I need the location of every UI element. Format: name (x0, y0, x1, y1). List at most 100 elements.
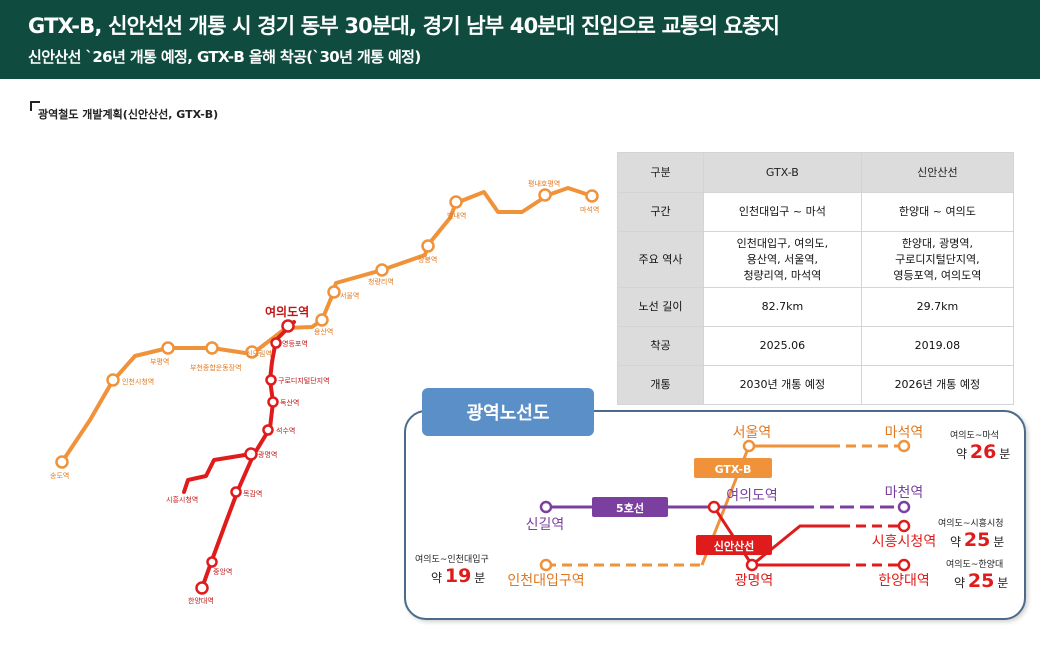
station-marker (206, 556, 218, 568)
station-label-yongsan: 용산역 (314, 327, 333, 336)
table-header-cell: 구분 (617, 152, 704, 193)
table-cell: 인천대입구, 여의도, 용산역, 서울역, 청량리역, 마석역 (703, 231, 862, 288)
table-cell: 한양대 ~ 여의도 (860, 192, 1015, 232)
table-cell: 2025.06 (703, 326, 862, 366)
station-label-sindorim: 신도림역 (246, 349, 272, 358)
station-label-bupyeong: 부평역 (150, 357, 169, 366)
station-marker (244, 447, 258, 461)
travel-route: 여의도~인천대입구 (415, 555, 489, 565)
line-diagram-title: 광역노선도 (422, 388, 594, 436)
station-label-byeollae: 별내역 (447, 211, 466, 220)
travel-time-incheon-univ: 여의도~인천대입구 약 19 분 (415, 552, 489, 587)
station-label-jungang: 중앙역 (213, 567, 232, 576)
station-marker (106, 373, 120, 387)
station-label-mokgam: 목감역 (243, 489, 262, 498)
station-marker (270, 337, 282, 349)
travel-minutes: 19 (444, 565, 472, 587)
gtx-stations (55, 188, 599, 469)
station-marker (421, 239, 435, 253)
map-highlight-yeouido: 여의도역 (265, 304, 309, 319)
table-cell: 인천대입구 ~ 마석 (703, 192, 862, 232)
travel-minutes: 26 (969, 441, 997, 463)
station-label-seoksu: 석수역 (276, 426, 295, 435)
plan-table-wrapper: 구분 GTX-B 신안산선 구간 인천대입구 ~ 마석 한양대 ~ 여의도 주요… (617, 152, 1015, 405)
table-cell: 82.7km (703, 287, 862, 327)
station-marker (230, 486, 242, 498)
station-marker (281, 319, 295, 333)
station-label-siheung: 시흥시청역 (166, 495, 198, 504)
station-marker (449, 195, 463, 209)
station-label-gwangmyeong: 광명역 (258, 450, 277, 459)
station-label-maseok: 마석역 (580, 205, 599, 214)
travel-route: 여의도~한양대 (946, 560, 1004, 570)
station-label-cheongnyangni: 청량리역 (368, 277, 394, 286)
route-map: 송도역 인천시청역 부평역 부천종합운동장역 신도림역 용산역 서울역 청량리역… (50, 179, 599, 605)
table-cell: 2030년 개통 예정 (703, 365, 862, 405)
section-corner-mark (30, 101, 40, 111)
gtx-b-route-line (60, 186, 594, 464)
station-marker (538, 188, 552, 202)
station-label-yeongdeungpo: 영등포역 (282, 339, 308, 348)
travel-unit: 분 (999, 447, 1011, 461)
table-row: 주요 역사 인천대입구, 여의도, 용산역, 서울역, 청량리역, 마석역 한양대,… (617, 231, 1015, 288)
station-marker (195, 581, 209, 595)
table-row-label: 주요 역사 (617, 231, 704, 288)
page-title: GTX-B, 신안선선 개통 시 경기 동부 30분대, 경기 남부 40분대 … (28, 14, 780, 38)
station-marker (265, 374, 277, 386)
station-marker (161, 341, 175, 355)
station-label-songdo: 송도역 (50, 471, 69, 480)
station-label-seoul: 서울역 (340, 291, 359, 300)
table-row: 개통 2030년 개통 예정 2026년 개통 예정 (617, 365, 1015, 405)
station-marker (267, 396, 279, 408)
shinansan-siheung-branch (182, 452, 253, 494)
station-label-bucheon: 부천종합운동장역 (190, 363, 242, 372)
table-cell: 2026년 개통 예정 (860, 365, 1015, 405)
station-label-pyeongnae: 평내호평역 (528, 179, 560, 188)
station-marker (315, 313, 329, 327)
header-banner: GTX-B, 신안선선 개통 시 경기 동부 30분대, 경기 남부 40분대 … (0, 0, 1040, 79)
travel-approx: 약 (431, 571, 443, 585)
travel-route: 여의도~시흥시청 (938, 519, 1004, 529)
table-cell: 한양대, 광명역, 구로디지털단지역, 영등포역, 여의도역 (860, 231, 1015, 288)
travel-time-siheung: 여의도~시흥시청 약 25 분 (938, 516, 1004, 551)
travel-time-hanyang: 여의도~한양대 약 25 분 (946, 557, 1008, 592)
table-row-label: 개통 (617, 365, 704, 405)
station-marker (585, 189, 599, 203)
travel-minutes: 25 (963, 529, 991, 551)
station-label-hanyang: 한양대역 (188, 596, 214, 605)
travel-approx: 약 (956, 447, 968, 461)
table-cell: 2019.08 (860, 326, 1015, 366)
travel-approx: 약 (950, 535, 962, 549)
station-marker (262, 424, 274, 436)
section-label: 광역철도 개발계획(신안산선, GTX-B) (38, 108, 219, 121)
table-header-row: 구분 GTX-B 신안산선 (617, 152, 1015, 193)
station-label-incheon-cityhall: 인천시청역 (122, 377, 154, 386)
station-marker (245, 345, 259, 359)
travel-unit: 분 (997, 576, 1009, 590)
table-row-label: 착공 (617, 326, 704, 366)
line-diagram-box (404, 410, 1026, 620)
table-row: 구간 인천대입구 ~ 마석 한양대 ~ 여의도 (617, 192, 1015, 232)
shinansan-stations (195, 319, 295, 595)
page-subtitle: 신안산선 `26년 개통 예정, GTX-B 올해 착공(`30년 개통 예정) (28, 48, 421, 66)
travel-unit: 분 (993, 535, 1005, 549)
table-row-label: 노선 길이 (617, 287, 704, 327)
station-label-sangbong: 상봉역 (418, 255, 437, 264)
station-marker (205, 341, 219, 355)
travel-minutes: 25 (967, 570, 995, 592)
station-label-doksan: 독산역 (280, 398, 299, 407)
station-marker (327, 285, 341, 299)
table-row: 착공 2025.06 2019.08 (617, 326, 1015, 366)
station-marker (55, 455, 69, 469)
travel-approx: 약 (954, 576, 966, 590)
travel-time-maseok: 여의도~마석 약 26 분 (950, 428, 1010, 463)
travel-unit: 분 (474, 571, 486, 585)
station-marker (375, 263, 389, 277)
table-row-label: 구간 (617, 192, 704, 232)
table-cell: 29.7km (860, 287, 1015, 327)
table-row: 노선 길이 82.7km 29.7km (617, 287, 1015, 327)
table-header-cell: 신안산선 (860, 152, 1015, 193)
travel-route: 여의도~마석 (950, 431, 999, 441)
table-header-cell: GTX-B (703, 152, 862, 193)
plan-table: 구분 GTX-B 신안산선 구간 인천대입구 ~ 마석 한양대 ~ 여의도 주요… (617, 152, 1015, 405)
